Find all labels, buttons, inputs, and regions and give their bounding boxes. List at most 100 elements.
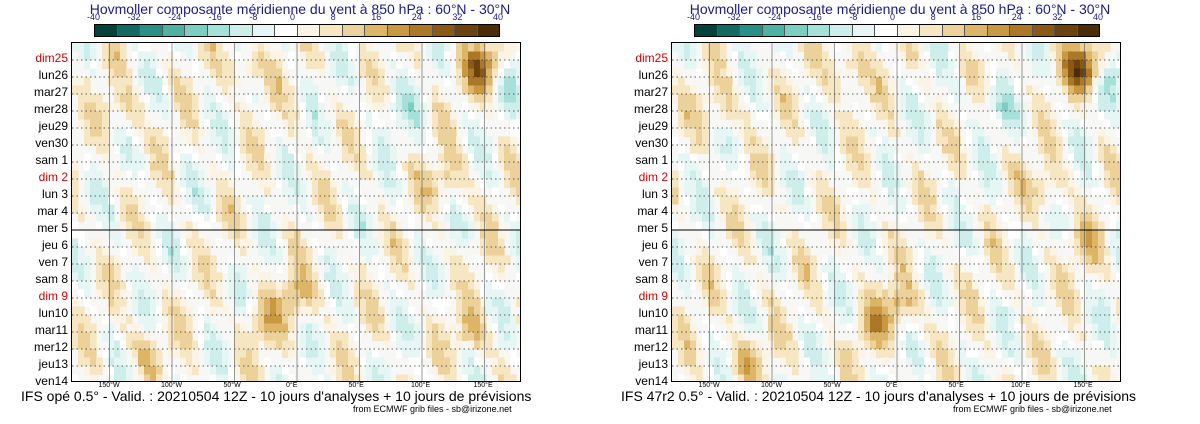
heatmap-cell (426, 187, 433, 197)
heatmap-cell (858, 315, 865, 325)
heatmap-cell (1008, 230, 1015, 240)
heatmap-cell (726, 136, 733, 146)
heatmap-cell (942, 196, 949, 206)
heatmap-cell (720, 43, 727, 53)
heatmap-cell (396, 315, 403, 325)
heatmap-cell (762, 102, 769, 112)
heatmap-cell (1020, 281, 1027, 291)
heatmap-cell (300, 94, 307, 104)
heatmap-cell (720, 162, 727, 172)
heatmap-cell (948, 357, 955, 367)
heatmap-cell (912, 281, 919, 291)
heatmap-cell (1062, 213, 1069, 223)
heatmap-cell (996, 77, 1003, 87)
heatmap-cell (366, 255, 373, 265)
heatmap-cell (234, 162, 241, 172)
heatmap-cell (216, 77, 223, 87)
heatmap-cell (108, 366, 115, 376)
heatmap-cell (948, 111, 955, 121)
heatmap-cell (822, 221, 829, 231)
heatmap-cell (954, 119, 961, 129)
heatmap-cell (840, 366, 847, 376)
heatmap-cell (810, 332, 817, 342)
heatmap-cell (810, 289, 817, 299)
heatmap-cell (804, 60, 811, 70)
heatmap-cell (402, 102, 409, 112)
heatmap-cell (714, 187, 721, 197)
heatmap-cell (678, 102, 685, 112)
heatmap-cell (684, 264, 691, 274)
heatmap-cell (858, 289, 865, 299)
heatmap-cell (450, 340, 457, 350)
heatmap-cell (468, 332, 475, 342)
heatmap-cell (756, 349, 763, 359)
heatmap-cell (240, 281, 247, 291)
heatmap-cell (492, 68, 499, 78)
heatmap-cell (726, 102, 733, 112)
heatmap-cell (1014, 255, 1021, 265)
heatmap-cell (468, 153, 475, 163)
heatmap-cell (702, 221, 709, 231)
heatmap-cell (750, 94, 757, 104)
heatmap-cell (240, 230, 247, 240)
heatmap-cell (186, 340, 193, 350)
heatmap-cell (702, 136, 709, 146)
heatmap-cell (678, 162, 685, 172)
heatmap-cell (738, 153, 745, 163)
heatmap-cell (870, 187, 877, 197)
heatmap-cell (1056, 43, 1063, 53)
heatmap-cell (264, 94, 271, 104)
heatmap-cell (420, 238, 427, 248)
heatmap-cell (1116, 85, 1120, 95)
heatmap-cell (240, 128, 247, 138)
heatmap-cell (300, 264, 307, 274)
heatmap-cell (786, 111, 793, 121)
heatmap-cell (846, 289, 853, 299)
heatmap-cell (750, 315, 757, 325)
heatmap-cell (336, 357, 343, 367)
heatmap-cell (1014, 349, 1021, 359)
heatmap-cell (432, 332, 439, 342)
heatmap-cell (720, 102, 727, 112)
heatmap-cell (258, 136, 265, 146)
heatmap-cell (258, 51, 265, 61)
heatmap-cell (438, 60, 445, 70)
heatmap-cell (1014, 111, 1021, 121)
heatmap-cell (1074, 187, 1081, 197)
colorbar (94, 24, 500, 37)
heatmap-cell (750, 179, 757, 189)
heatmap-cell (852, 349, 859, 359)
heatmap-cell (444, 298, 451, 308)
heatmap-cell (1002, 213, 1009, 223)
heatmap-cell (426, 374, 433, 381)
heatmap-cell (210, 213, 217, 223)
heatmap-cell (510, 119, 517, 129)
heatmap-cell (234, 340, 241, 350)
heatmap-cell (888, 340, 895, 350)
heatmap-cell (900, 196, 907, 206)
heatmap-cell (1038, 68, 1045, 78)
heatmap-cell (252, 204, 259, 214)
heatmap-cell (990, 289, 997, 299)
heatmap-cell (1092, 213, 1099, 223)
heatmap-cell (1008, 272, 1015, 282)
heatmap-cell (714, 349, 721, 359)
heatmap-cell (768, 170, 775, 180)
heatmap-cell (756, 357, 763, 367)
heatmap-cell (348, 298, 355, 308)
heatmap-cell (684, 187, 691, 197)
heatmap-cell (672, 272, 679, 282)
heatmap-cell (990, 111, 997, 121)
heatmap-cell (822, 51, 829, 61)
heatmap-cell (462, 289, 469, 299)
heatmap-cell (240, 306, 247, 316)
heatmap-cell (780, 43, 787, 53)
heatmap-cell (672, 204, 679, 214)
heatmap-cell (810, 272, 817, 282)
heatmap-cell (1002, 281, 1009, 291)
heatmap-cell (1062, 77, 1069, 87)
colorbar-swatch (185, 25, 208, 36)
heatmap-cell (330, 298, 337, 308)
heatmap-cell (936, 102, 943, 112)
heatmap-cell (180, 128, 187, 138)
